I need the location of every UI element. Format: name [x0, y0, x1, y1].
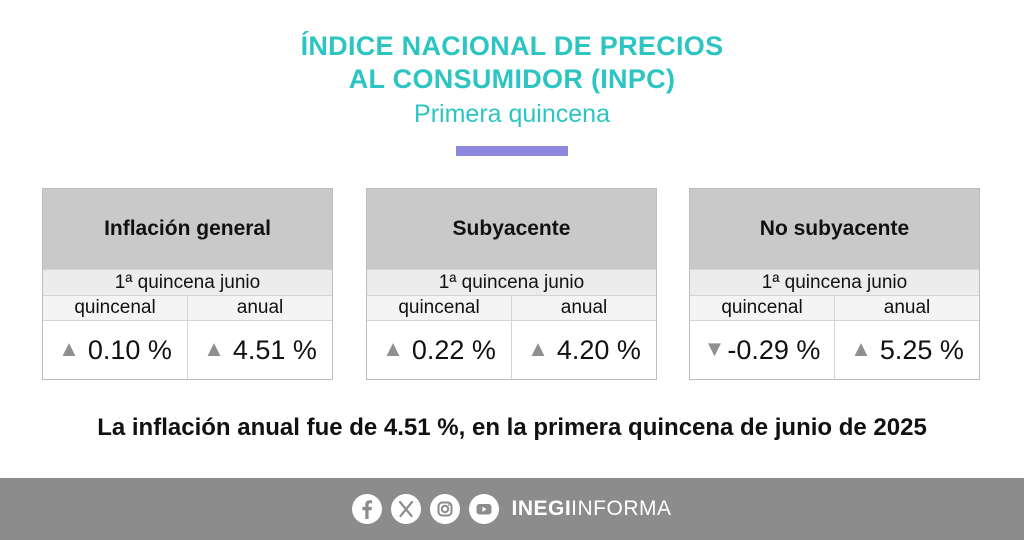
value-anual: ▲ 4.51 %	[188, 321, 332, 379]
value-text: 4.51 %	[232, 334, 317, 365]
page-title-line1: ÍNDICE NACIONAL DE PRECIOS	[300, 31, 724, 61]
brand-label[interactable]: INEGIINFORMA	[511, 497, 671, 521]
value-quincenal: ▲ 0.10 %	[43, 321, 188, 379]
value-anual: ▲ 5.25 %	[835, 321, 979, 379]
brand-bold: INEGI	[511, 497, 572, 520]
arrow-up-icon: ▲	[850, 336, 872, 361]
value-text: 0.22 %	[411, 334, 496, 365]
arrow-up-icon: ▲	[527, 336, 549, 361]
accent-divider	[456, 146, 568, 156]
card-period: 1ª quincena junio	[690, 269, 979, 296]
column-label-quincenal: quincenal	[367, 296, 512, 320]
column-label-anual: anual	[560, 297, 608, 318]
card-values: ▼ -0.29 % ▲ 5.25 %	[690, 321, 979, 379]
arrow-up-icon: ▲	[203, 336, 225, 361]
header: ÍNDICE NACIONAL DE PRECIOS AL CONSUMIDOR…	[0, 30, 1024, 131]
value-anual: ▲ 4.20 %	[512, 321, 656, 379]
brand-regular: INFORMA	[571, 497, 672, 520]
card-title: No subyacente	[690, 189, 979, 269]
card-title: Subyacente	[367, 189, 656, 269]
value-text: 4.20 %	[556, 334, 641, 365]
value-text: 0.10 %	[87, 334, 172, 365]
card-column-headers: quincenal anual	[690, 296, 979, 321]
card-title: Inflación general	[43, 189, 332, 269]
arrow-up-icon: ▲	[58, 336, 80, 361]
arrow-down-icon: ▼	[703, 336, 726, 361]
value-text: -0.29 %	[727, 334, 821, 365]
card-inflacion-general: Inflación general 1ª quincena junio quin…	[42, 188, 333, 380]
column-label-quincenal: quincenal	[690, 296, 835, 320]
page-title-line2: AL CONSUMIDOR (INPC)	[348, 64, 676, 94]
column-label-quincenal: quincenal	[43, 296, 188, 320]
page-subtitle: Primera quincena	[414, 100, 610, 128]
x-icon[interactable]	[391, 494, 422, 524]
arrow-up-icon: ▲	[382, 336, 404, 361]
card-subyacente: Subyacente 1ª quincena junio quincenal a…	[366, 188, 657, 380]
card-values: ▲ 0.10 % ▲ 4.51 %	[43, 321, 332, 379]
summary-statement: La inflación anual fue de 4.51 %, en la …	[97, 414, 927, 441]
youtube-icon[interactable]	[469, 494, 500, 524]
instagram-icon[interactable]	[430, 494, 461, 524]
card-period: 1ª quincena junio	[43, 269, 332, 296]
column-label-anual: anual	[883, 297, 931, 318]
footer-bar: INEGIINFORMA	[0, 478, 1024, 540]
card-column-headers: quincenal anual	[43, 296, 332, 321]
value-quincenal: ▲ 0.22 %	[367, 321, 512, 379]
value-quincenal: ▼ -0.29 %	[690, 321, 835, 379]
column-label-anual: anual	[236, 297, 284, 318]
facebook-icon[interactable]	[352, 494, 383, 524]
value-text: 5.25 %	[879, 334, 964, 365]
card-period: 1ª quincena junio	[367, 269, 656, 296]
card-values: ▲ 0.22 % ▲ 4.20 %	[367, 321, 656, 379]
card-column-headers: quincenal anual	[367, 296, 656, 321]
card-no-subyacente: No subyacente 1ª quincena junio quincena…	[689, 188, 980, 380]
